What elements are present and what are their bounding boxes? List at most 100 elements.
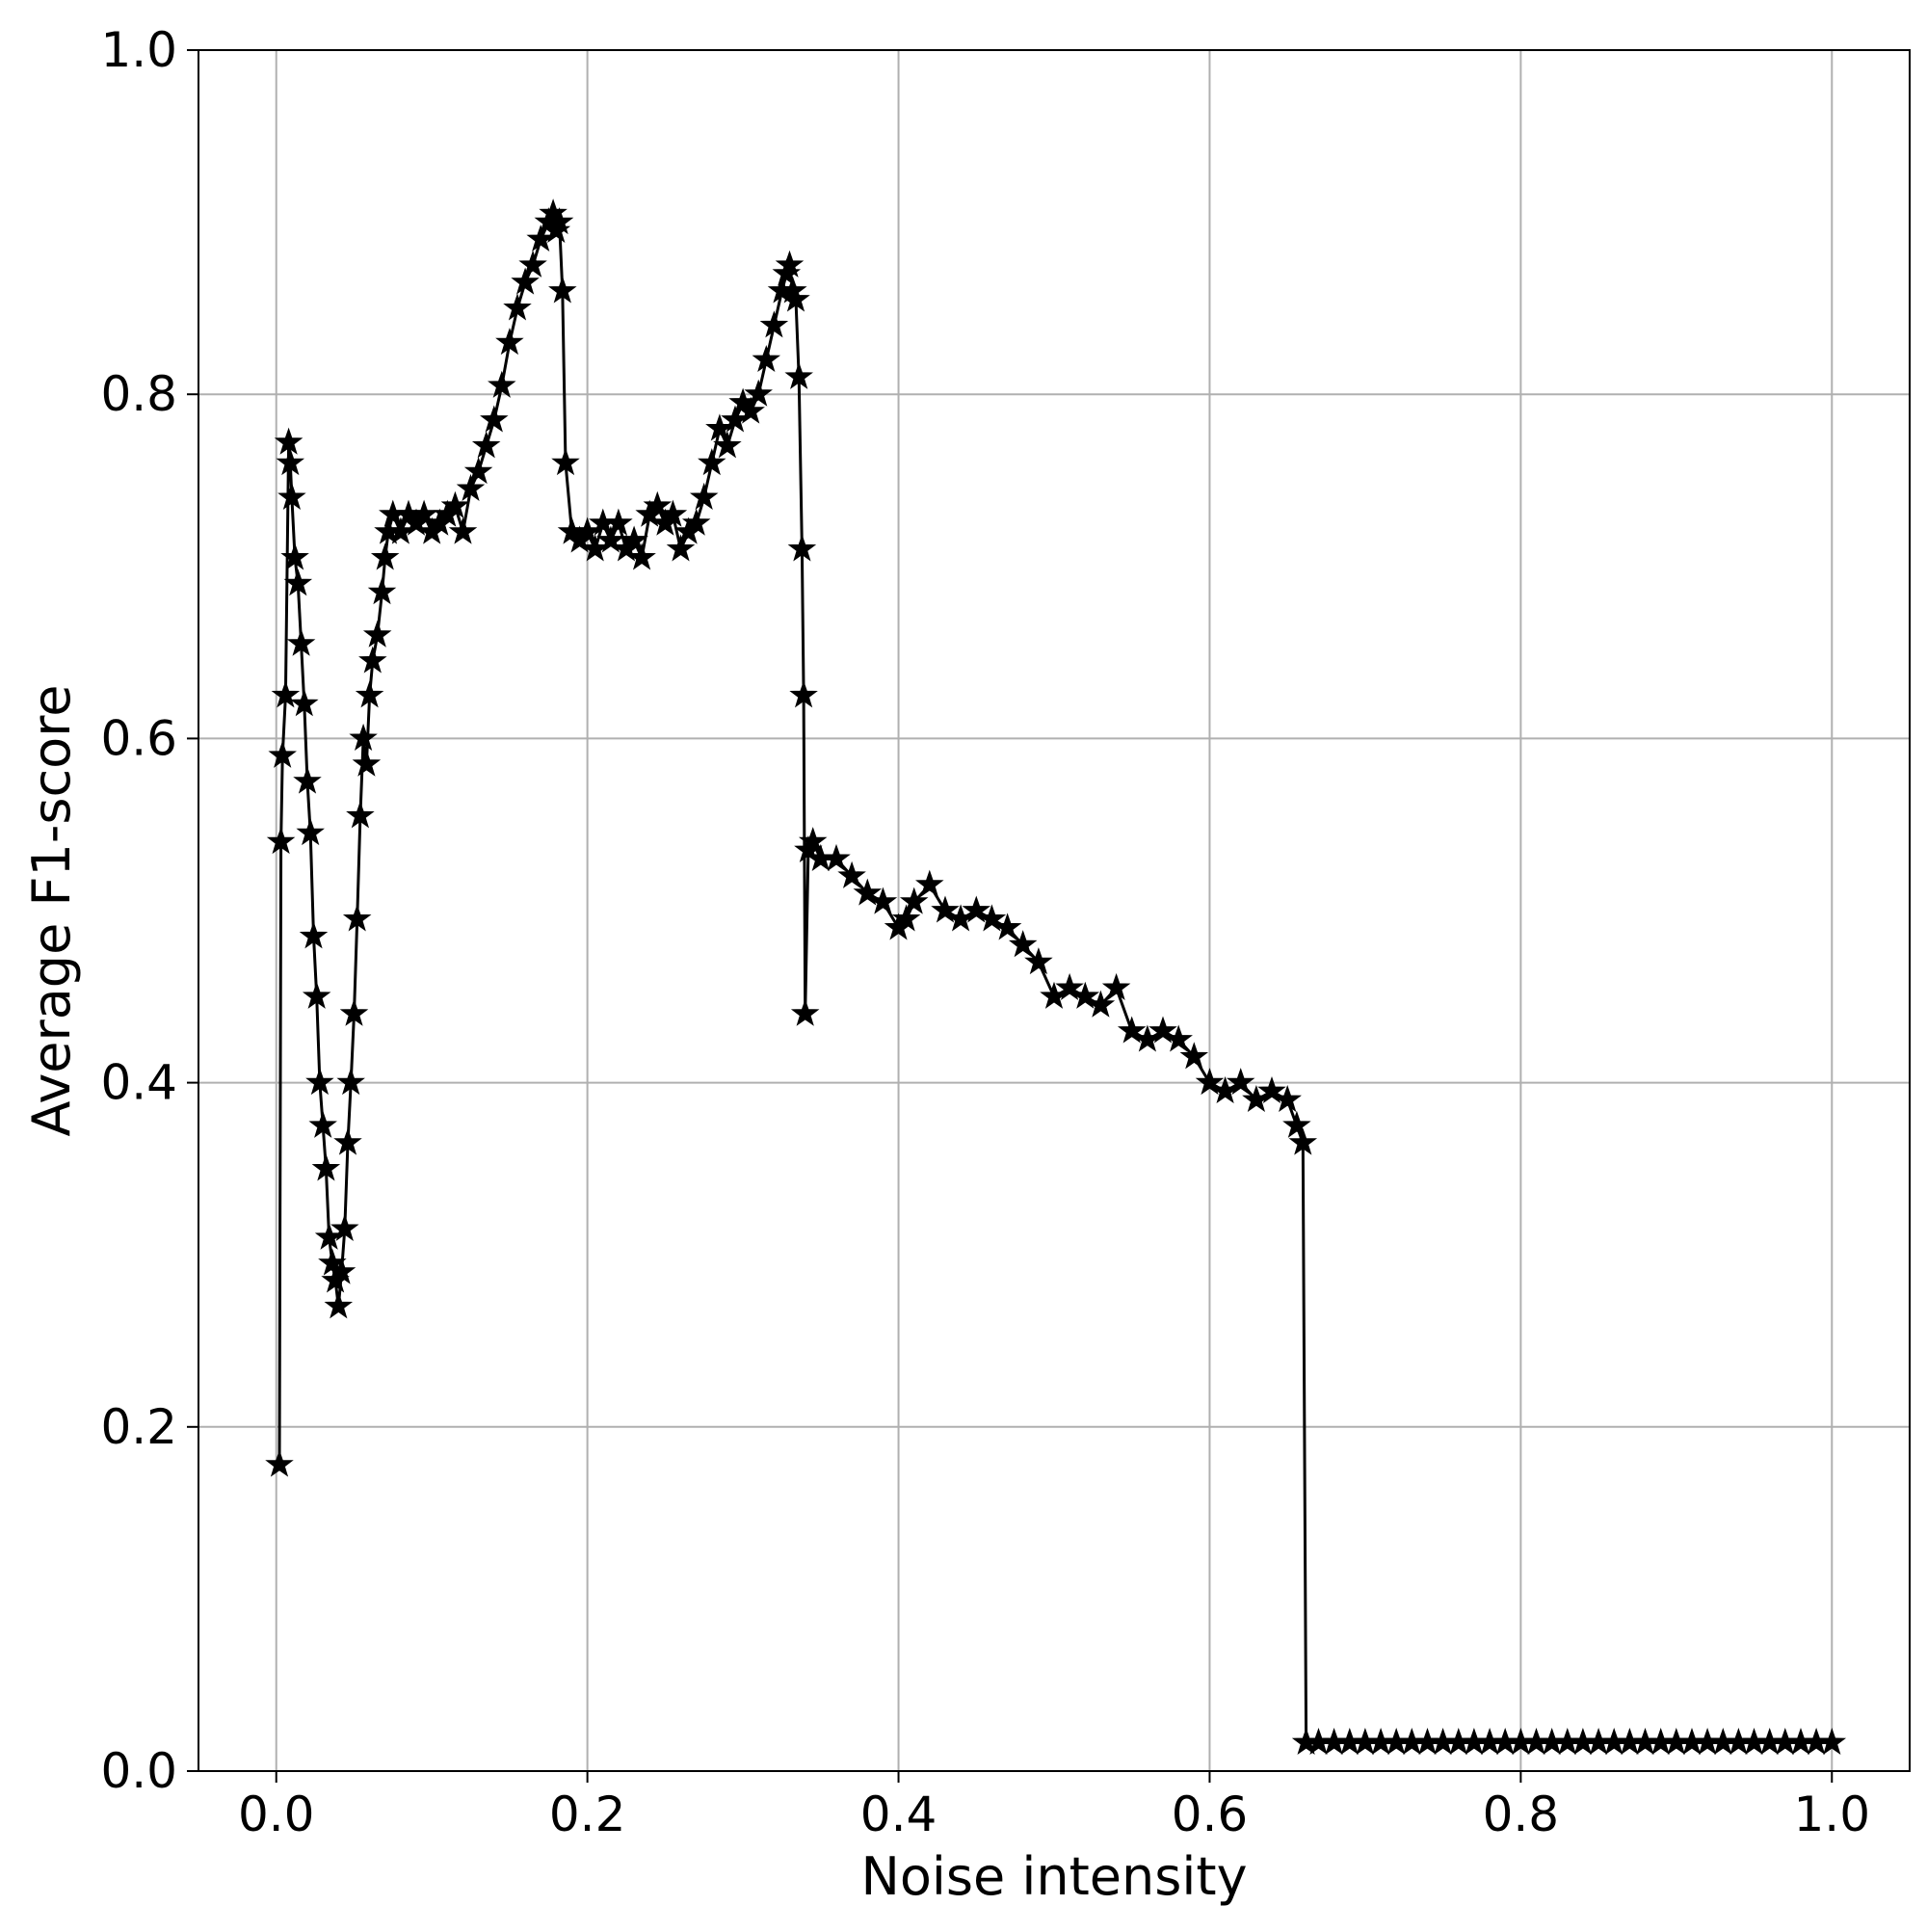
data-point-marker xyxy=(280,543,309,570)
data-point-marker xyxy=(362,620,392,648)
data-point-marker xyxy=(346,801,375,829)
data-point-marker xyxy=(789,680,818,708)
data-point-marker xyxy=(784,361,813,389)
data-point-marker xyxy=(689,482,719,510)
data-point-marker xyxy=(336,1068,365,1096)
data-point-marker xyxy=(1008,930,1038,958)
data-point-marker xyxy=(276,448,305,476)
y-tick-label: 1.0 xyxy=(100,22,177,78)
data-point-marker xyxy=(698,448,726,476)
data-point-marker xyxy=(308,1110,337,1138)
data-point-marker xyxy=(355,680,384,708)
data-point-marker xyxy=(1226,1068,1255,1096)
data-point-marker xyxy=(305,1068,334,1096)
data-point-marker xyxy=(440,490,470,518)
data-point-marker xyxy=(1086,990,1116,1018)
data-point-marker xyxy=(327,1257,356,1284)
data-point-marker xyxy=(1117,1016,1147,1044)
data-point-marker xyxy=(1273,1084,1302,1113)
data-point-marker xyxy=(551,448,580,476)
data-point-marker xyxy=(518,250,547,278)
data-point-marker xyxy=(503,293,532,321)
data-point-marker xyxy=(274,427,304,455)
data-point-marker xyxy=(1164,1024,1193,1052)
x-axis-label: Noise intensity xyxy=(860,1846,1247,1907)
data-point-marker xyxy=(409,499,438,527)
data-point-marker xyxy=(977,904,1007,932)
data-point-marker xyxy=(277,482,306,510)
data-point-marker xyxy=(480,405,509,433)
data-point-marker xyxy=(271,680,301,708)
series-line xyxy=(277,212,1833,1744)
data-point-marker xyxy=(1257,1075,1286,1104)
data-point-marker xyxy=(544,207,574,235)
data-point-marker xyxy=(265,1449,294,1477)
data-point-marker xyxy=(1024,947,1053,975)
data-point-marker xyxy=(367,577,397,605)
data-point-marker xyxy=(775,250,805,278)
data-point-marker xyxy=(736,396,765,424)
y-tick-label: 0.2 xyxy=(100,1399,177,1455)
data-point-marker xyxy=(915,869,944,897)
data-point-marker xyxy=(302,981,331,1009)
x-tick-label: 0.2 xyxy=(549,1786,626,1842)
data-point-marker xyxy=(370,543,400,570)
data-point-marker xyxy=(266,827,296,855)
data-point-marker xyxy=(286,628,316,656)
data-point-marker xyxy=(1070,981,1100,1009)
data-point-marker xyxy=(837,860,866,888)
x-tick-label: 1.0 xyxy=(1794,1786,1871,1842)
data-point-marker xyxy=(488,370,516,398)
data-point-marker xyxy=(299,921,329,949)
data-point-marker xyxy=(342,904,372,932)
data-point-marker xyxy=(992,913,1022,940)
data-point-marker xyxy=(495,328,524,356)
data-point-marker xyxy=(293,766,322,794)
data-point-marker xyxy=(822,843,851,871)
data-point-marker xyxy=(1817,1727,1847,1756)
data-point-marker xyxy=(752,344,781,373)
data-point-marker xyxy=(358,646,387,674)
data-point-marker xyxy=(658,499,688,527)
data-point-marker xyxy=(339,998,369,1026)
data-point-marker xyxy=(744,379,773,407)
x-tick-label: 0.6 xyxy=(1172,1786,1249,1842)
data-point-marker xyxy=(620,525,648,553)
data-point-marker xyxy=(627,543,656,570)
data-point-marker xyxy=(471,431,501,459)
data-point-marker xyxy=(781,284,810,312)
data-point-marker xyxy=(790,998,820,1026)
y-tick-label: 0.6 xyxy=(100,710,177,766)
series xyxy=(265,198,1847,1756)
data-point-marker xyxy=(666,534,696,562)
data-point-marker xyxy=(596,525,625,553)
data-point-marker xyxy=(643,490,673,518)
data-point-marker xyxy=(1101,972,1131,1000)
data-point-marker xyxy=(456,473,486,501)
data-point-marker xyxy=(891,904,921,932)
y-axis-label: Average F1-score xyxy=(21,685,82,1137)
x-tick-label: 0.8 xyxy=(1483,1786,1560,1842)
x-tick-label: 0.0 xyxy=(238,1786,315,1842)
data-point-marker xyxy=(1179,1042,1209,1070)
data-point-marker xyxy=(548,276,577,304)
data-point-marker xyxy=(798,827,828,855)
y-tick-label: 0.0 xyxy=(100,1743,177,1799)
data-point-marker xyxy=(1195,1068,1225,1096)
plot-frame xyxy=(198,49,1911,1772)
data-point-marker xyxy=(333,1127,362,1155)
data-point-marker xyxy=(931,895,960,923)
data-point-marker xyxy=(511,267,540,295)
data-point-marker xyxy=(296,818,325,846)
data-point-marker xyxy=(681,508,711,536)
y-tick-label: 0.8 xyxy=(100,366,177,422)
data-point-marker xyxy=(463,457,493,485)
data-point-marker xyxy=(1282,1110,1311,1138)
data-point-marker xyxy=(324,1291,354,1319)
data-point-marker xyxy=(787,534,817,562)
data-point-marker xyxy=(330,1213,359,1241)
data-point-marker xyxy=(448,516,478,544)
data-point-marker xyxy=(759,310,789,338)
